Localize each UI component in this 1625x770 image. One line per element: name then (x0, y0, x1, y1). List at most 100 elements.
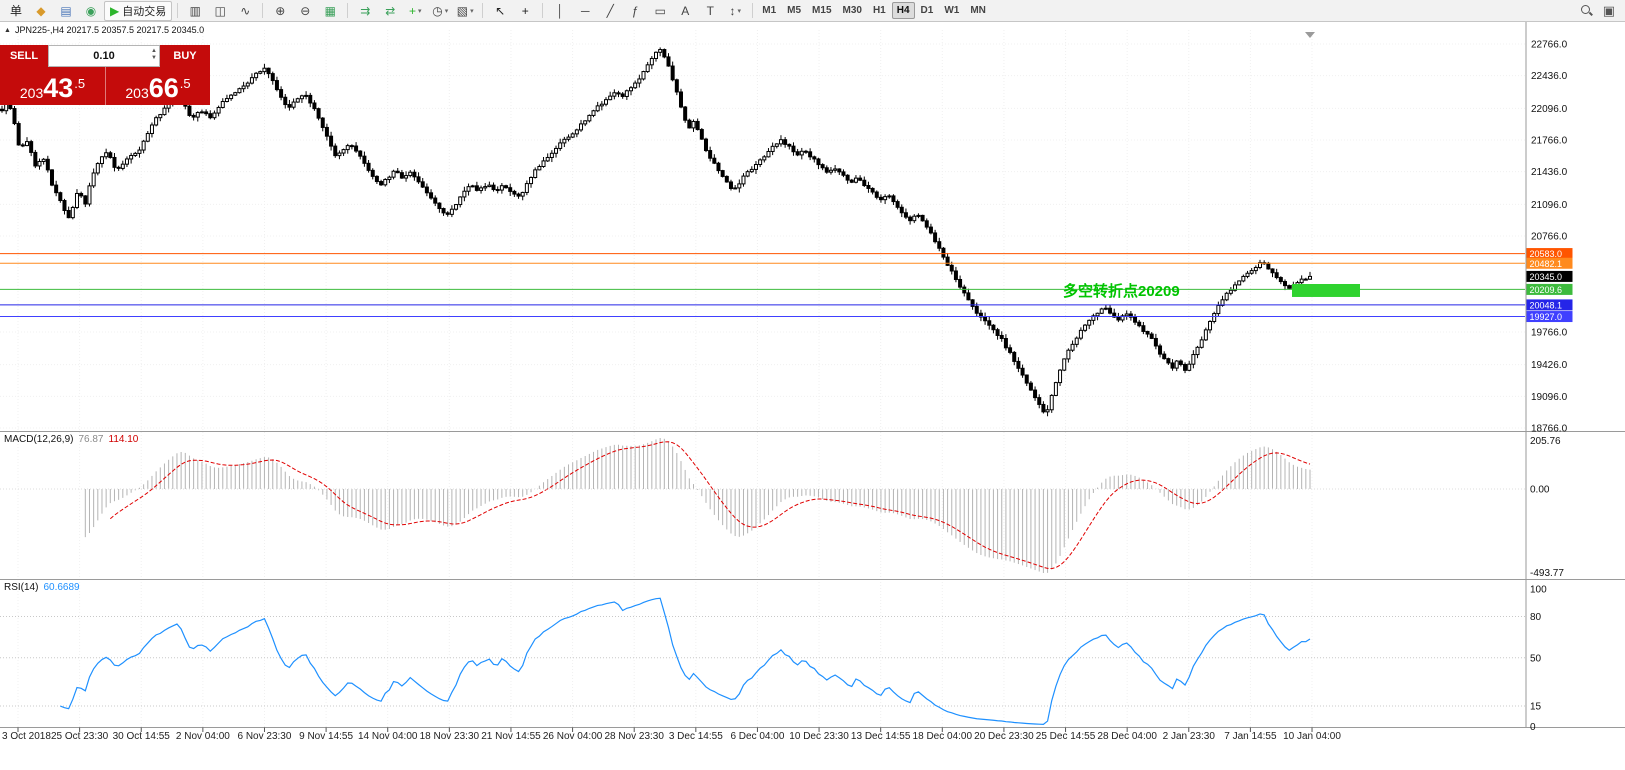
auto-scroll-icon[interactable]: ⇉ (353, 1, 377, 21)
price-tag-label: 20583.0 (1530, 249, 1563, 259)
time-label: 9 Nov 14:55 (299, 731, 353, 742)
price-tick-label: 22766.0 (1531, 40, 1568, 51)
bar-chart-icon[interactable]: ▥ (183, 1, 207, 21)
templates-button: ▧ (456, 3, 469, 18)
timeframe-w1[interactable]: W1 (944, 5, 960, 16)
buy-price-display[interactable]: 203 66.5 (105, 67, 210, 105)
volume-up-icon[interactable]: ▲ (151, 48, 157, 54)
time-label: 14 Nov 04:00 (358, 731, 418, 742)
price-axis[interactable]: 22766.0 22436.0 22096.0 21766.0 21436.0 21096… (1526, 40, 1573, 734)
macd-signal-line (109, 441, 1311, 570)
add-indicator-button[interactable]: + ▾ (403, 1, 427, 21)
timeframe-m5[interactable]: M5 (787, 5, 802, 16)
navigator-icon[interactable]: ◉ (79, 1, 103, 21)
vertical-line-icon[interactable]: │ (548, 1, 572, 21)
time-label: 6 Nov 23:30 (238, 731, 292, 742)
time-label: 3 Dec 14:55 (669, 731, 723, 742)
bar-chart-icon: ▥ (189, 3, 201, 18)
sell-price-display[interactable]: 203 43.5 (0, 67, 105, 105)
new-window-icon[interactable]: ▣ (1602, 2, 1615, 18)
rsi-axis-label: 80 (1530, 612, 1542, 623)
zoom-out-icon[interactable]: ⊖ (293, 1, 317, 21)
chart-canvas[interactable]: 22766.0 22436.0 22096.0 21766.0 21436.0 21096… (0, 22, 1625, 770)
candlestick-chart-icon[interactable]: ◫ (208, 1, 232, 21)
timeframe-m1[interactable]: M1 (762, 5, 777, 16)
zoom-in-icon[interactable]: ⊕ (268, 1, 292, 21)
sell-button[interactable]: SELL (0, 45, 48, 67)
time-label: 28 Dec 04:00 (1097, 731, 1157, 742)
macd-axis-label: 0.00 (1530, 485, 1550, 496)
price-tick-label: 22096.0 (1531, 104, 1568, 115)
chevron-down-icon[interactable]: ▾ (737, 7, 741, 15)
highlight-rectangle[interactable] (1292, 284, 1360, 297)
cursor-icon: ↖ (495, 3, 506, 18)
market-watch-icon: ◆ (36, 3, 46, 18)
rsi-axis-label: 15 (1530, 701, 1542, 712)
price-tag-label: 20209.6 (1530, 285, 1563, 295)
chart-window[interactable]: 22766.0 22436.0 22096.0 21766.0 21436.0 21096… (0, 22, 1625, 770)
toolbar-separator (752, 3, 754, 18)
data-window-icon[interactable]: ▤ (54, 1, 78, 21)
zoom-in-icon: ⊕ (275, 3, 286, 18)
time-label: 21 Nov 14:55 (481, 731, 541, 742)
one-click-panel-toggle[interactable]: ▲ (4, 26, 11, 34)
time-label: 26 Nov 04:00 (543, 731, 603, 742)
time-label: 18 Nov 23:30 (420, 731, 480, 742)
chevron-down-icon[interactable]: ▾ (417, 7, 422, 15)
templates-button[interactable]: ▧ ▾ (453, 1, 477, 21)
rsi-axis-label: 0 (1530, 722, 1536, 733)
macd-axis-label: 205.76 (1530, 436, 1561, 447)
auto-scroll-icon: ⇉ (360, 3, 371, 18)
toolbar: 单 ◆ ▤ ◉ ▶ 自动交易 ▥ ◫ ∿ ⊕ ⊖ ▦ ⇉ ⇄ + ▾ ◷ ▾ ▧ ▾ ↖ + │ ─ ╱ ƒ ▭ A T ↕ ▾ M1 M5 M… (0, 0, 1625, 22)
autotrading-button: ▶ (110, 3, 120, 18)
periods-button[interactable]: ◷ ▾ (428, 1, 452, 21)
timeframe-m15[interactable]: M15 (812, 5, 832, 16)
search-icon[interactable] (1580, 4, 1593, 17)
volume-down-icon[interactable]: ▼ (151, 55, 157, 62)
shapes-icon[interactable]: ▭ (648, 1, 672, 21)
line-chart-icon[interactable]: ∿ (233, 1, 257, 21)
sell-price-prefix: 203 (19, 85, 44, 101)
rsi-value: 60.6689 (43, 582, 80, 593)
text-icon[interactable]: A (673, 1, 697, 21)
horizontal-line-icon[interactable]: ─ (573, 1, 597, 21)
autotrading-button[interactable]: ▶ 自动交易 (104, 0, 173, 21)
time-label: 30 Oct 14:55 (113, 731, 171, 742)
time-axis[interactable]: 3 Oct 2018 25 Oct 23:30 30 Oct 14:55 2 Nov … (2, 727, 1341, 743)
trendline-icon: ╱ (606, 3, 614, 18)
timeframe-m30[interactable]: M30 (842, 5, 862, 16)
rsi-axis-label: 50 (1530, 653, 1542, 664)
timeframe-h1[interactable]: H1 (872, 5, 886, 16)
chevron-down-icon[interactable]: ▾ (444, 7, 449, 15)
orders-button: 单 (9, 3, 22, 18)
arrows-icon[interactable]: ↕ ▾ (723, 1, 747, 21)
timeframe-h4[interactable]: H4 (891, 2, 915, 19)
buy-price-prefix: 203 (125, 85, 149, 101)
macd-name: MACD(12,26,9) (4, 434, 74, 445)
chevron-down-icon[interactable]: ▾ (470, 7, 474, 15)
timeframe-mn[interactable]: MN (970, 5, 986, 16)
price-tick-label: 19426.0 (1531, 360, 1568, 371)
price-tag-label: 20048.1 (1530, 300, 1563, 310)
price-tick-label: 20766.0 (1531, 232, 1568, 243)
toolbar-right: ▣ (1580, 3, 1621, 19)
volume-input[interactable]: 0.10 ▲ ▼ (48, 45, 160, 67)
candlestick-series[interactable] (0, 47, 1312, 417)
price-tag-label: 19927.0 (1530, 312, 1563, 322)
timeframe-d1[interactable]: D1 (920, 5, 934, 16)
chart-shift-icon[interactable]: ⇄ (378, 1, 402, 21)
trendline-icon[interactable]: ╱ (598, 1, 622, 21)
crosshair-icon[interactable]: + (513, 1, 537, 21)
text-icon: A (681, 3, 690, 18)
market-watch-icon[interactable]: ◆ (29, 1, 53, 21)
tile-windows-icon[interactable]: ▦ (318, 1, 342, 21)
fibonacci-icon[interactable]: ƒ (623, 1, 647, 21)
cursor-icon[interactable]: ↖ (488, 1, 512, 21)
chart-annotation-text[interactable]: 多空转折点20209 (1063, 283, 1180, 300)
buy-button[interactable]: BUY (160, 45, 210, 67)
crosshair-icon: + (521, 3, 529, 18)
macd-histogram (84, 438, 1311, 573)
volume-spinner[interactable]: ▲ ▼ (151, 48, 157, 62)
text-label-icon[interactable]: T (698, 1, 722, 21)
orders-button[interactable]: 单 (4, 1, 28, 21)
